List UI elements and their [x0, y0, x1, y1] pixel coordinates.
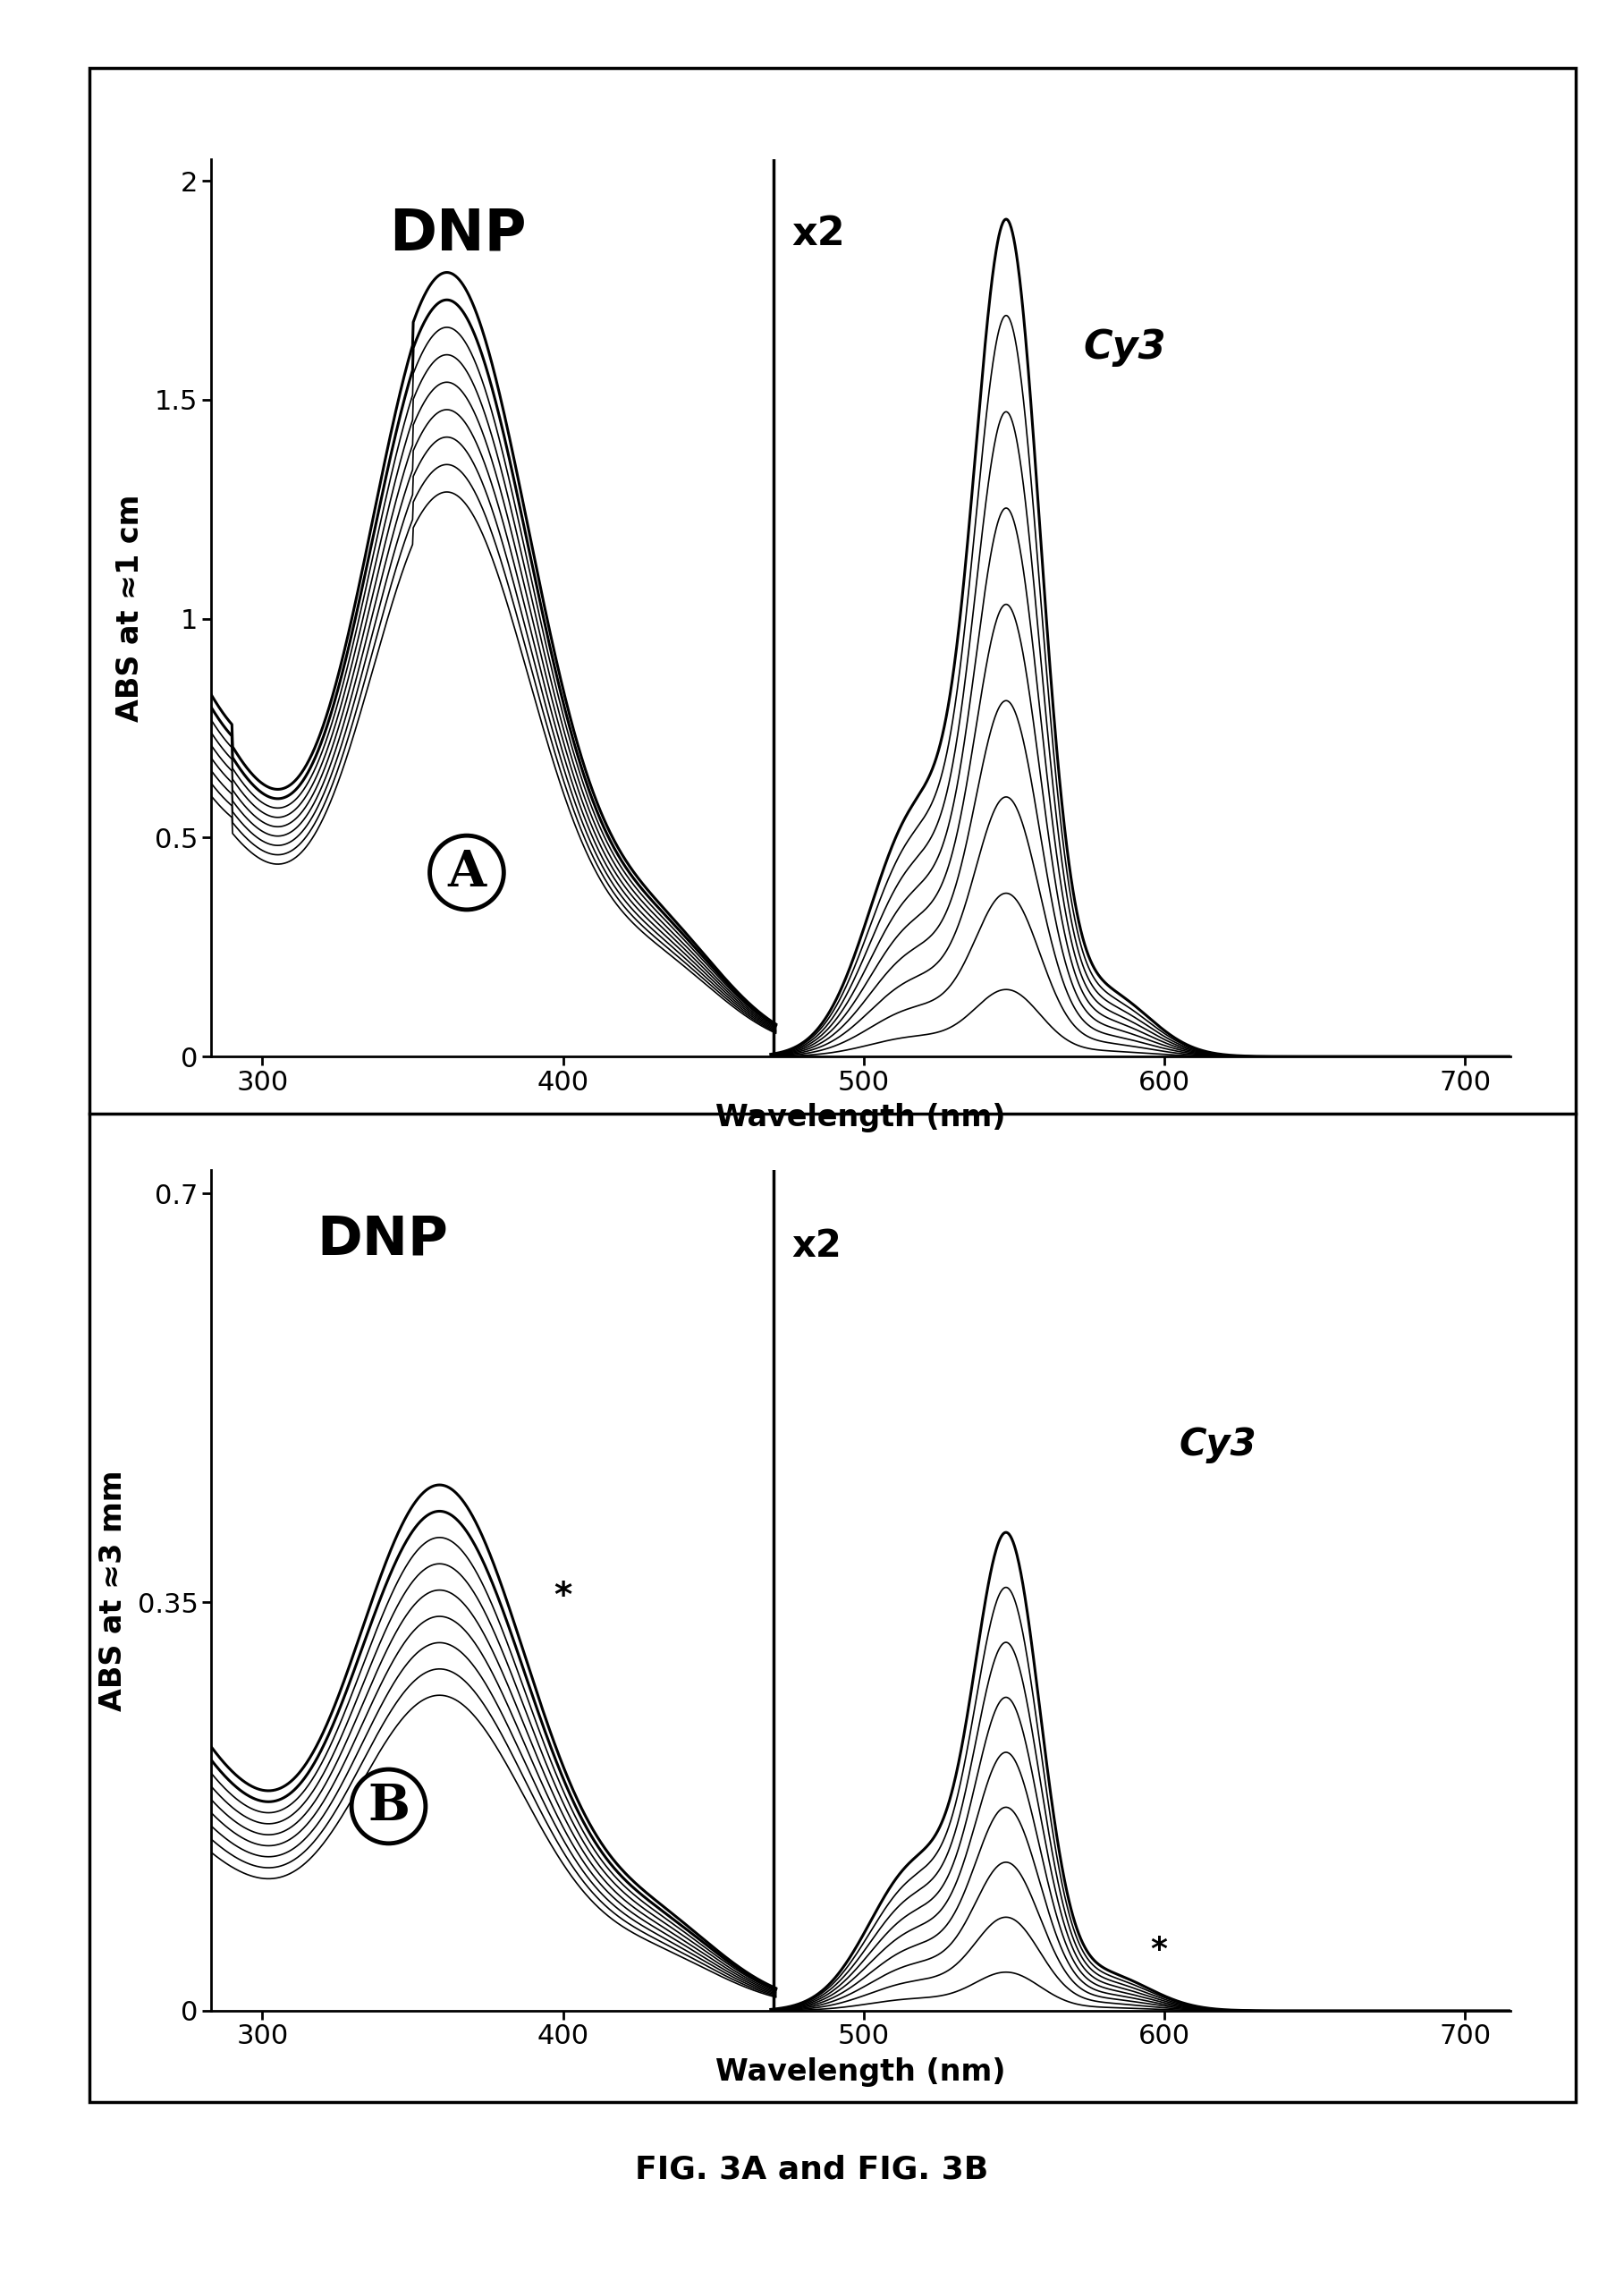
Text: Cy3: Cy3	[1083, 327, 1166, 366]
Text: x2: x2	[791, 214, 844, 252]
Text: *: *	[554, 1579, 572, 1613]
Y-axis label: ABS at ≈3 mm: ABS at ≈3 mm	[97, 1470, 127, 1711]
X-axis label: Wavelength (nm): Wavelength (nm)	[716, 2056, 1005, 2086]
Text: FIG. 3A and FIG. 3B: FIG. 3A and FIG. 3B	[635, 2154, 989, 2186]
Y-axis label: ABS at ≈1 cm: ABS at ≈1 cm	[115, 493, 145, 722]
Text: A: A	[448, 847, 486, 897]
Text: DNP: DNP	[390, 207, 526, 261]
Text: B: B	[367, 1781, 409, 1831]
Text: *: *	[1150, 1936, 1168, 1965]
Text: DNP: DNP	[317, 1213, 448, 1266]
X-axis label: Wavelength (nm): Wavelength (nm)	[716, 1102, 1005, 1131]
Text: Cy3: Cy3	[1179, 1425, 1257, 1463]
Text: x2: x2	[791, 1227, 841, 1266]
